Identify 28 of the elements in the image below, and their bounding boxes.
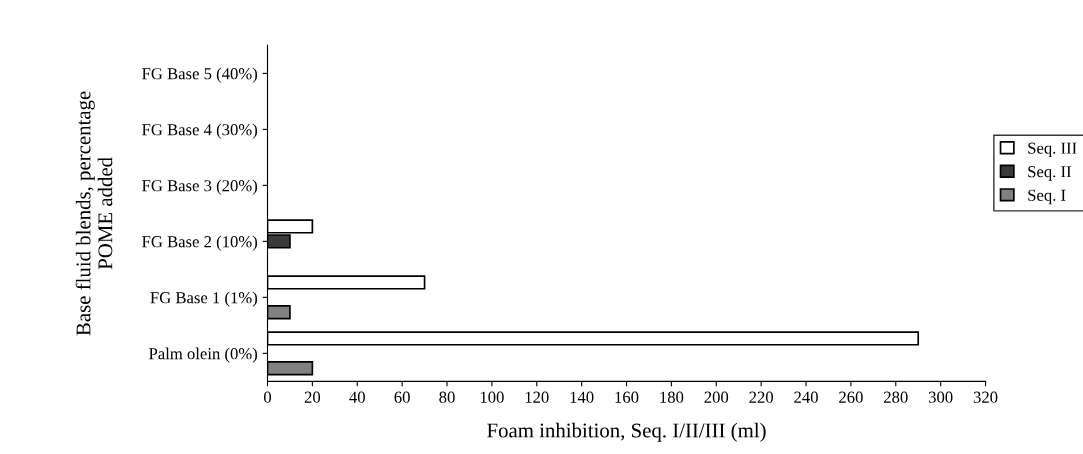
x-tick-label: 60 bbox=[394, 391, 410, 403]
x-tick-label: 320 bbox=[973, 391, 998, 403]
x-tick-label: 220 bbox=[749, 391, 774, 403]
y-tick-label: FG Base 5 (40%) bbox=[142, 67, 258, 83]
y-tick-label: FG Base 4 (30%) bbox=[142, 123, 258, 139]
legend-label: Seq. III bbox=[1028, 142, 1077, 158]
y-tick-label: FG Base 1 (1%) bbox=[150, 291, 258, 307]
x-tick-label: 40 bbox=[349, 391, 365, 403]
x-tick-label: 300 bbox=[928, 391, 953, 403]
x-tick-label: 200 bbox=[704, 391, 729, 403]
y-tick-label: FG Base 3 (20%) bbox=[142, 179, 258, 195]
x-tick-label: 100 bbox=[480, 391, 504, 403]
y-tick-label: FG Base 2 (10%) bbox=[142, 235, 258, 251]
y-axis-title: Base fluid blends, percentage POME added bbox=[75, 91, 113, 336]
x-tick-label: 180 bbox=[660, 391, 684, 403]
x-tick-label: 120 bbox=[525, 391, 549, 403]
legend-label: Seq. II bbox=[1028, 166, 1072, 181]
x-tick-label: 140 bbox=[570, 391, 594, 403]
x-axis-title: Foam inhibition, Seq. I/II/III (ml) bbox=[487, 422, 766, 442]
x-tick-label: 80 bbox=[439, 391, 455, 403]
x-tick-label: 0 bbox=[263, 391, 272, 403]
y-tick-label: Palm olein (0%) bbox=[149, 347, 258, 363]
x-tick-label: 280 bbox=[884, 391, 908, 403]
x-tick-label: 20 bbox=[304, 391, 321, 403]
x-tick-label: 260 bbox=[839, 391, 863, 403]
x-tick-label: 240 bbox=[794, 391, 818, 403]
x-tick-label: 160 bbox=[615, 391, 639, 403]
legend-label: Seq. I bbox=[1028, 189, 1066, 205]
